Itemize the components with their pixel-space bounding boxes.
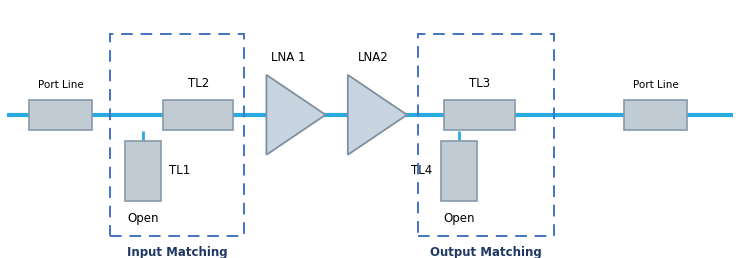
FancyBboxPatch shape [625,100,687,130]
Text: TL1: TL1 [169,164,191,178]
Text: LNA 1: LNA 1 [272,52,306,64]
Text: Open: Open [127,212,158,225]
FancyBboxPatch shape [30,100,92,130]
Polygon shape [348,75,407,155]
Text: TL4: TL4 [411,164,432,178]
Text: Input Matching
Network: Input Matching Network [127,246,227,258]
Text: TL2: TL2 [188,77,209,90]
FancyBboxPatch shape [444,100,515,130]
Text: Port Line: Port Line [633,80,679,90]
Text: Open: Open [443,212,474,225]
Text: LNA2: LNA2 [358,52,389,64]
FancyBboxPatch shape [164,100,234,130]
Polygon shape [266,75,326,155]
FancyBboxPatch shape [125,141,161,200]
Text: Output Matching
Network: Output Matching Network [430,246,542,258]
FancyBboxPatch shape [441,141,477,200]
Text: TL3: TL3 [469,77,490,90]
Text: Port Line: Port Line [38,80,84,90]
